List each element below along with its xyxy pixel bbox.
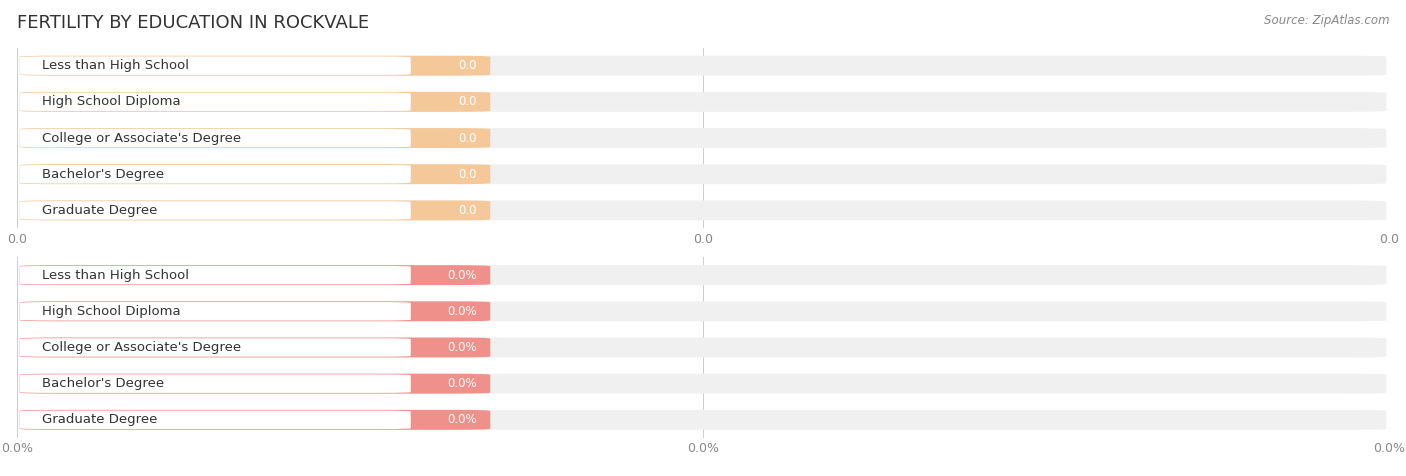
FancyBboxPatch shape	[20, 129, 411, 147]
FancyBboxPatch shape	[20, 338, 411, 357]
FancyBboxPatch shape	[20, 337, 491, 357]
FancyBboxPatch shape	[20, 410, 491, 430]
FancyBboxPatch shape	[20, 57, 411, 75]
Text: 0.0: 0.0	[458, 204, 477, 217]
Text: Less than High School: Less than High School	[42, 59, 188, 72]
FancyBboxPatch shape	[20, 301, 1386, 321]
FancyBboxPatch shape	[20, 374, 491, 394]
FancyBboxPatch shape	[20, 265, 491, 285]
FancyBboxPatch shape	[20, 92, 491, 112]
FancyBboxPatch shape	[20, 128, 1386, 148]
Text: 0.0: 0.0	[458, 131, 477, 145]
Text: 0.0: 0.0	[458, 95, 477, 109]
Text: 0.0%: 0.0%	[447, 341, 477, 354]
Text: 0.0: 0.0	[458, 168, 477, 181]
FancyBboxPatch shape	[20, 375, 411, 393]
Text: High School Diploma: High School Diploma	[42, 95, 180, 109]
FancyBboxPatch shape	[20, 337, 1386, 357]
FancyBboxPatch shape	[20, 128, 491, 148]
FancyBboxPatch shape	[20, 200, 491, 220]
FancyBboxPatch shape	[20, 374, 1386, 394]
Text: 0.0%: 0.0%	[447, 268, 477, 282]
Text: Graduate Degree: Graduate Degree	[42, 413, 157, 426]
Text: High School Diploma: High School Diploma	[42, 305, 180, 318]
FancyBboxPatch shape	[20, 302, 411, 320]
FancyBboxPatch shape	[20, 410, 1386, 430]
FancyBboxPatch shape	[20, 165, 411, 183]
FancyBboxPatch shape	[20, 411, 411, 429]
FancyBboxPatch shape	[20, 164, 1386, 184]
FancyBboxPatch shape	[20, 200, 1386, 220]
FancyBboxPatch shape	[20, 164, 491, 184]
FancyBboxPatch shape	[20, 56, 491, 76]
Text: Source: ZipAtlas.com: Source: ZipAtlas.com	[1264, 14, 1389, 27]
Text: 0.0%: 0.0%	[447, 305, 477, 318]
FancyBboxPatch shape	[20, 93, 411, 111]
Text: College or Associate's Degree: College or Associate's Degree	[42, 341, 240, 354]
FancyBboxPatch shape	[20, 266, 411, 284]
Text: Bachelor's Degree: Bachelor's Degree	[42, 377, 163, 390]
FancyBboxPatch shape	[20, 301, 491, 321]
Text: Bachelor's Degree: Bachelor's Degree	[42, 168, 163, 181]
FancyBboxPatch shape	[20, 265, 1386, 285]
FancyBboxPatch shape	[20, 56, 1386, 76]
Text: Less than High School: Less than High School	[42, 268, 188, 282]
Text: Graduate Degree: Graduate Degree	[42, 204, 157, 217]
Text: 0.0: 0.0	[458, 59, 477, 72]
Text: College or Associate's Degree: College or Associate's Degree	[42, 131, 240, 145]
Text: 0.0%: 0.0%	[447, 377, 477, 390]
Text: FERTILITY BY EDUCATION IN ROCKVALE: FERTILITY BY EDUCATION IN ROCKVALE	[17, 14, 368, 32]
Text: 0.0%: 0.0%	[447, 413, 477, 426]
FancyBboxPatch shape	[20, 92, 1386, 112]
FancyBboxPatch shape	[20, 201, 411, 219]
